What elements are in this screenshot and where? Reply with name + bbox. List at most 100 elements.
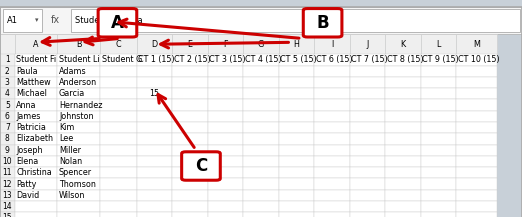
Bar: [137, 77, 172, 88]
Bar: [0, 111, 15, 122]
Text: B: B: [76, 40, 81, 49]
Text: CT 6 (15): CT 6 (15): [316, 55, 352, 64]
Text: CT 3 (15): CT 3 (15): [209, 55, 246, 64]
Bar: [100, 167, 137, 178]
Bar: [57, 66, 100, 77]
Bar: [137, 212, 172, 217]
Bar: [456, 190, 497, 201]
Text: Spencer: Spencer: [59, 168, 92, 177]
Bar: [57, 167, 100, 178]
Text: 15: 15: [3, 213, 12, 217]
Text: A: A: [111, 14, 124, 32]
Text: 6: 6: [5, 112, 10, 121]
Bar: [208, 212, 243, 217]
Bar: [279, 88, 314, 99]
Bar: [421, 201, 456, 212]
Bar: [243, 54, 279, 66]
Bar: [350, 178, 385, 190]
Bar: [15, 77, 57, 88]
Bar: [137, 156, 172, 167]
Bar: [137, 34, 172, 54]
Text: 2: 2: [5, 67, 10, 76]
Text: A1: A1: [7, 16, 18, 25]
Bar: [15, 212, 57, 217]
Bar: [385, 156, 421, 167]
Bar: [456, 145, 497, 156]
Bar: [421, 212, 456, 217]
Bar: [421, 111, 456, 122]
Bar: [172, 201, 208, 212]
Text: Anderson: Anderson: [59, 78, 97, 87]
Bar: [100, 190, 137, 201]
Bar: [0, 66, 15, 77]
Bar: [385, 167, 421, 178]
Bar: [15, 178, 57, 190]
Text: David: David: [16, 191, 40, 200]
Bar: [314, 66, 350, 77]
Bar: [137, 201, 172, 212]
Bar: [456, 133, 497, 145]
Bar: [279, 167, 314, 178]
Bar: [57, 54, 100, 66]
Bar: [350, 34, 385, 54]
Bar: [208, 156, 243, 167]
Bar: [456, 201, 497, 212]
Bar: [172, 88, 208, 99]
Bar: [314, 156, 350, 167]
Bar: [208, 66, 243, 77]
Bar: [279, 212, 314, 217]
Bar: [350, 133, 385, 145]
Bar: [385, 66, 421, 77]
Bar: [385, 77, 421, 88]
Bar: [100, 156, 137, 167]
Bar: [15, 156, 57, 167]
Text: C: C: [195, 157, 207, 175]
Bar: [57, 77, 100, 88]
Bar: [57, 122, 100, 133]
Text: 11: 11: [3, 168, 12, 177]
Text: CT 1 (15): CT 1 (15): [138, 55, 175, 64]
Bar: [385, 54, 421, 66]
Bar: [279, 122, 314, 133]
Bar: [0, 201, 15, 212]
Bar: [208, 145, 243, 156]
Text: CT 5 (15): CT 5 (15): [280, 55, 317, 64]
Bar: [243, 66, 279, 77]
Bar: [3, 9, 42, 32]
Bar: [208, 167, 243, 178]
Text: Student G: Student G: [102, 55, 142, 64]
Bar: [137, 167, 172, 178]
Bar: [421, 133, 456, 145]
Bar: [314, 133, 350, 145]
Bar: [279, 99, 314, 111]
Text: Patty: Patty: [16, 179, 37, 189]
Bar: [243, 212, 279, 217]
Text: 14: 14: [3, 202, 12, 211]
Text: CT 10 (15): CT 10 (15): [458, 55, 500, 64]
Text: 13: 13: [3, 191, 12, 200]
Bar: [279, 145, 314, 156]
Text: CT 2 (15): CT 2 (15): [174, 55, 210, 64]
Bar: [15, 190, 57, 201]
Bar: [137, 122, 172, 133]
Text: Paula: Paula: [16, 67, 38, 76]
Text: 15: 15: [149, 89, 160, 98]
Bar: [314, 34, 350, 54]
Bar: [385, 201, 421, 212]
Bar: [314, 77, 350, 88]
Bar: [0, 190, 15, 201]
Bar: [385, 34, 421, 54]
Bar: [279, 34, 314, 54]
Bar: [350, 156, 385, 167]
Bar: [57, 156, 100, 167]
Bar: [421, 156, 456, 167]
Bar: [456, 111, 497, 122]
Bar: [100, 54, 137, 66]
Bar: [385, 111, 421, 122]
Text: H: H: [293, 40, 300, 49]
Bar: [421, 122, 456, 133]
Bar: [15, 111, 57, 122]
Bar: [314, 201, 350, 212]
Text: B: B: [316, 14, 329, 32]
Bar: [314, 178, 350, 190]
